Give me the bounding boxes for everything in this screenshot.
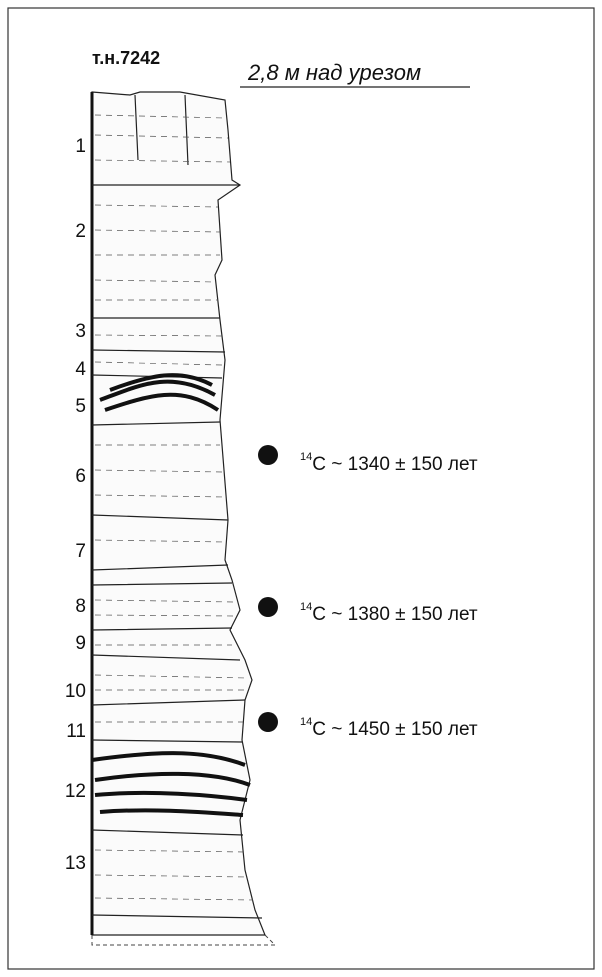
layer-label: 12 <box>65 781 86 802</box>
layer-label: 9 <box>75 633 86 654</box>
date-text: C ~ 1380 ± 150 лет <box>312 604 478 625</box>
layer-label: 13 <box>65 853 86 874</box>
title: т.н.7242 <box>92 48 160 68</box>
layer-label: 11 <box>66 721 86 742</box>
sample-dot <box>258 445 278 465</box>
layer-label: 7 <box>75 541 86 562</box>
layer-label: 10 <box>65 681 86 702</box>
date-text: C ~ 1340 ± 150 лет <box>312 454 478 475</box>
layer-label: 8 <box>75 596 86 617</box>
date-label: 14C ~ 1340 ± 150 лет <box>300 451 478 475</box>
sample-dot <box>258 712 278 732</box>
frame <box>7 7 595 970</box>
date-text: C ~ 1450 ± 150 лет <box>312 719 478 740</box>
layer-label: 5 <box>75 396 86 417</box>
isotope: 14 <box>300 716 312 728</box>
layer-label: 2 <box>75 221 86 242</box>
subtitle: 2,8 м над урезом <box>247 60 421 85</box>
date-label: 14C ~ 1380 ± 150 лет <box>300 601 478 625</box>
date-label: 14C ~ 1450 ± 150 лет <box>300 716 478 740</box>
isotope: 14 <box>300 451 312 463</box>
sample-dot <box>258 597 278 617</box>
layer-label: 4 <box>75 359 86 380</box>
isotope: 14 <box>300 601 312 613</box>
layer-label: 3 <box>75 321 86 342</box>
layer-label: 1 <box>75 136 86 157</box>
column <box>90 91 277 946</box>
layer-label: 6 <box>75 466 86 487</box>
